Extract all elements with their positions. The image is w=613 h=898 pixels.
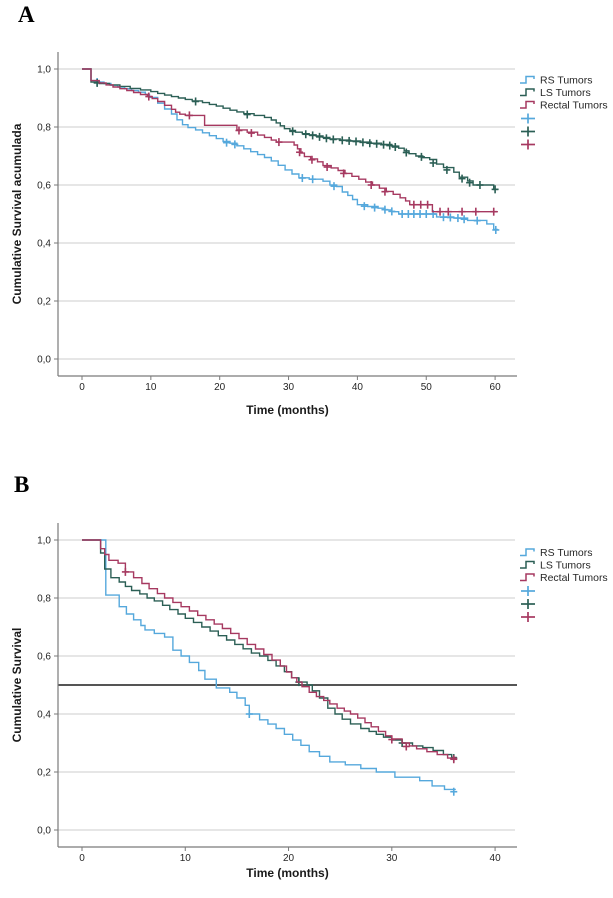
y-tick-label-a: 1,0: [37, 65, 51, 76]
y-tick-label-a: 0,4: [37, 239, 51, 250]
x-tick-label-a: 20: [214, 382, 226, 393]
y-tick-label-b: 1,0: [37, 536, 51, 547]
y-tick-label-a: 0,8: [37, 123, 51, 134]
legend-label-ls-tumors-b: LS Tumors: [540, 560, 591, 572]
legend-line-swatch-ls-tumors: [520, 88, 535, 97]
y-tick-label-b: 0,6: [37, 652, 51, 663]
y-tick-label-a: 0,0: [37, 355, 51, 366]
y-tick-label-b: 0,0: [37, 826, 51, 837]
legend-label-rs-tumors-a: RS Tumors: [540, 75, 593, 87]
legend-line-swatch-rs-tumors: [520, 75, 535, 84]
panel-b-label: B: [14, 472, 30, 497]
x-tick-label-a: 0: [79, 382, 85, 393]
panel-a-y-axis-title: Cumulative Survival acumulada: [10, 123, 24, 305]
legend-label-rs-tumors-b: RS Tumors: [540, 547, 593, 559]
ls-tumors-curve-a: [82, 68, 498, 191]
x-tick-label-b: 20: [283, 853, 295, 864]
panel-b-y-axis-title: Cumulative Survival: [10, 627, 24, 743]
y-tick-label-b: 0,4: [37, 710, 51, 721]
y-tick-label-b: 0,8: [37, 594, 51, 605]
panel-b-x-axis-title: Time (months): [246, 866, 329, 880]
y-tick-label-a: 0,6: [37, 181, 51, 192]
x-tick-label-a: 10: [145, 382, 157, 393]
x-tick-label-a: 40: [352, 382, 364, 393]
x-tick-label-b: 0: [79, 853, 85, 864]
x-tick-label-b: 40: [490, 853, 502, 864]
panel-a-label: A: [18, 2, 35, 27]
x-tick-label-a: 60: [490, 382, 502, 393]
legend-line-swatch-rectal-tumors: [520, 573, 535, 582]
y-tick-label-b: 0,2: [37, 768, 51, 779]
legend-label-rectal-tumors-b: Rectal Tumors: [540, 572, 608, 584]
legend-label-ls-tumors-a: LS Tumors: [540, 87, 591, 99]
rectal-tumors-curve-b: [82, 539, 457, 759]
rs-tumors-curve-b: [82, 539, 456, 791]
x-tick-label-b: 10: [180, 853, 192, 864]
legend-line-swatch-rs-tumors: [520, 548, 535, 557]
legend-line-swatch-ls-tumors: [520, 560, 535, 569]
ls-tumors-curve-b: [82, 539, 457, 759]
legend-label-rectal-tumors-a: Rectal Tumors: [540, 100, 608, 112]
rs-tumors-curve-a: [82, 68, 498, 231]
x-tick-label-a: 50: [421, 382, 433, 393]
x-tick-label-a: 30: [283, 382, 295, 393]
x-tick-label-b: 30: [386, 853, 398, 864]
y-tick-label-a: 0,2: [37, 297, 51, 308]
legend-line-swatch-rectal-tumors: [520, 100, 535, 109]
panel-a-x-axis-title: Time (months): [246, 403, 329, 417]
